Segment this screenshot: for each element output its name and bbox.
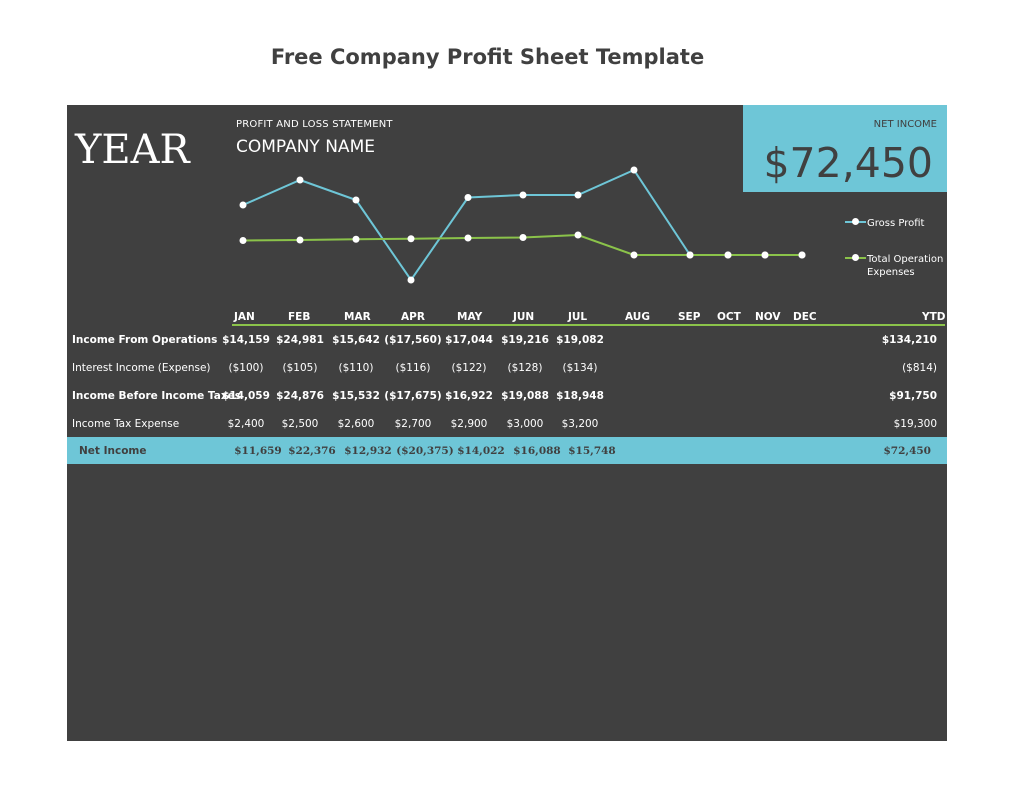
month-header-aug: AUG [625,311,650,323]
legend-expenses-label: Total Operation Expenses [867,254,944,278]
table-cell[interactable]: $14,159 [222,334,270,346]
ytd-header: YTD [922,311,946,323]
table-cell[interactable]: ($100) [228,362,264,374]
data-point-1-jul [574,231,582,239]
table-cell[interactable]: $2,900 [450,418,488,430]
net-income-cell: ($20,375) [396,445,454,457]
net-income-cell: $14,022 [457,445,505,457]
data-point-1-oct [724,251,732,259]
row-label: Income From Operations [72,334,218,346]
table-cell[interactable]: ($110) [338,362,374,374]
data-point-0-may [464,194,472,201]
month-header-nov: NOV [755,311,781,323]
net-income-cell: $22,376 [288,445,336,457]
data-point-1-mar [352,235,360,243]
month-header-jan: JAN [234,311,255,323]
data-point-1-may [464,234,472,242]
data-point-1-jun [519,234,527,241]
table-cell[interactable]: ($134) [562,362,598,374]
data-point-1-jan [239,237,247,244]
row-label: Income Tax Expense [72,418,180,430]
month-header-jun: JUN [513,311,535,323]
month-header-oct: OCT [717,311,741,323]
table-cell[interactable]: $24,981 [276,334,324,346]
legend-expenses-marker [845,253,866,263]
net-income-cell: $15,748 [568,445,616,457]
net-income-row [67,437,947,464]
profit-sheet: YEAR PROFIT AND LOSS STATEMENT COMPANY N… [67,105,947,741]
data-point-0-jun [519,191,527,199]
table-cell[interactable]: $15,532 [332,390,380,402]
data-point-0-jan [239,201,247,209]
table-cell[interactable]: ($122) [451,362,487,374]
table-cell[interactable]: $18,948 [556,390,604,402]
data-point-1-aug [630,251,638,259]
header-rule [232,324,945,326]
table-cell[interactable]: ($17,675) [384,390,442,402]
ytd-cell: $91,750 [889,390,937,402]
row-label: Income Before Income Taxes [72,390,241,402]
legend-gross-profit-label: Gross Profit [867,218,925,229]
legend-gross-profit: Gross Profit [845,217,924,230]
net-income-cell: $12,932 [344,445,392,457]
table-cell[interactable]: $16,922 [445,390,493,402]
table-cell[interactable]: $2,700 [394,418,432,430]
table-cell[interactable]: $19,082 [556,334,604,346]
month-header-jul: JUL [568,311,588,323]
net-income-row-label: Net Income [79,445,147,457]
table-cell[interactable]: $2,500 [281,418,319,430]
table-cell[interactable]: $17,044 [445,334,493,346]
table-cell[interactable]: $2,600 [337,418,375,430]
table-cell[interactable]: $14,059 [222,390,270,402]
table-cell[interactable]: $15,642 [332,334,380,346]
company-name[interactable]: COMPANY NAME [236,137,375,157]
net-income-box: NET INCOME $72,450 [743,105,947,192]
table-cell[interactable]: ($105) [282,362,318,374]
net-income-ytd-cell: $72,450 [883,445,932,457]
data-point-0-jul [574,191,582,199]
legend-gross-profit-marker [845,217,866,227]
row-label: Interest Income (Expense) [72,362,211,374]
data-point-0-feb [296,176,304,184]
data-point-0-mar [352,196,360,204]
profit-line-chart [239,166,806,284]
page-title: Free Company Profit Sheet Template [270,45,705,69]
series-line-0 [242,168,802,282]
month-header-mar: MAR [344,311,371,323]
legend-total-operation-expenses: Total Operation Expenses [845,253,947,279]
net-income-cell: $16,088 [513,445,561,457]
data-point-1-dec [798,251,806,259]
data-point-0-aug [630,166,638,174]
table-cell[interactable]: $3,200 [561,418,599,430]
data-point-1-feb [296,236,304,244]
net-income-label: NET INCOME [873,119,937,130]
month-header-feb: FEB [288,311,311,323]
ytd-cell: $134,210 [881,334,937,346]
table-cell[interactable]: $2,400 [227,418,265,430]
table-cell[interactable]: ($128) [507,362,543,374]
month-header-sep: SEP [678,311,701,323]
net-income-cell: $11,659 [234,445,282,457]
series-line-1 [242,233,802,256]
table-cell[interactable]: $24,876 [276,390,324,402]
net-income-value: $72,450 [763,139,933,187]
ytd-cell: $19,300 [893,418,937,430]
data-point-1-nov [761,251,769,259]
table-cell[interactable]: $19,216 [501,334,549,346]
statement-label: PROFIT AND LOSS STATEMENT [236,119,393,130]
year-label[interactable]: YEAR [75,127,190,173]
table-cell[interactable]: $19,088 [501,390,549,402]
data-point-1-sep [686,251,694,259]
table-cell[interactable]: ($116) [395,362,431,374]
month-header-apr: APR [401,311,425,323]
ytd-cell: ($814) [902,362,937,374]
month-header-may: MAY [457,311,483,323]
table-cell[interactable]: $3,000 [506,418,544,430]
month-header-dec: DEC [793,311,817,323]
table-cell[interactable]: ($17,560) [384,334,442,346]
data-point-0-apr [407,276,415,284]
data-point-1-apr [407,235,415,243]
